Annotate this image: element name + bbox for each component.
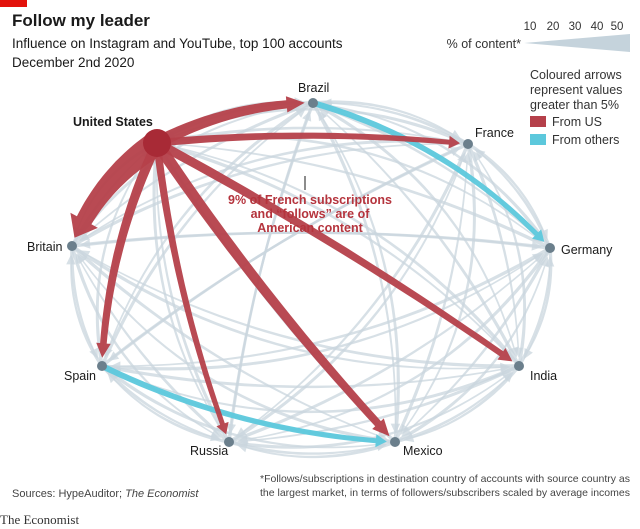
legend-swatch-others <box>530 134 546 145</box>
us-flow-united-states-to-india <box>154 138 513 362</box>
label-spain: Spain <box>64 369 96 383</box>
us-flow-united-states-to-britain <box>70 132 164 238</box>
node-britain <box>67 241 77 251</box>
sources: Sources: HypeAuditor; The Economist <box>12 488 199 500</box>
label-russia: Russia <box>190 444 228 458</box>
brand-red-tab <box>0 0 27 7</box>
scale-tick-40: 40 <box>591 21 604 33</box>
scale-tick-10: 10 <box>524 21 537 33</box>
legend-desc-2: represent values <box>530 83 622 97</box>
us-flow-united-states-to-brazil <box>154 96 305 149</box>
sources-economist: The Economist <box>125 488 199 500</box>
label-france: France <box>475 126 514 140</box>
minor-flow-france-to-united-states <box>165 108 469 146</box>
label-mexico: Mexico <box>403 444 443 458</box>
annotation-line-3: American content <box>257 221 363 235</box>
footnote: *Follows/subscriptions in destination co… <box>259 473 630 499</box>
others-flow-spain-to-mexico <box>100 363 387 448</box>
annotation-line-2: and “follows” are of <box>251 207 371 221</box>
us-flow-united-states-to-russia <box>153 142 229 435</box>
node-mexico <box>390 437 400 447</box>
node-russia <box>224 437 234 447</box>
label-britain: Britain <box>27 240 62 254</box>
scale-tick-20: 20 <box>547 21 560 33</box>
minor-flow-spain-to-india <box>101 364 511 389</box>
node-india <box>514 361 524 371</box>
legend-swatch-us <box>530 116 546 127</box>
label-united-states: United States <box>73 115 153 129</box>
minor-flow-france-to-india <box>466 143 523 358</box>
node-france <box>463 139 473 149</box>
legend-desc-3: greater than 5% <box>530 98 619 112</box>
us-flow-united-states-to-spain <box>96 140 162 358</box>
minor-flow-brazil-to-france <box>312 100 461 140</box>
sources-text: Sources: HypeAuditor; <box>12 488 126 500</box>
brand-logo: The Economist <box>0 512 80 527</box>
minor-flow-britain-to-spain <box>70 246 98 359</box>
minor-flow-india-to-france <box>473 151 527 367</box>
minor-flow-britain-to-india <box>71 244 511 373</box>
minor-flow-russia-to-mexico <box>228 440 387 455</box>
minor-flow-britain-to-germany <box>71 231 543 251</box>
node-spain <box>97 361 107 371</box>
scale-label: % of content* <box>447 37 521 51</box>
minor-flow-mexico-to-russia <box>237 440 396 459</box>
minor-flow-spain-to-germany <box>101 252 543 371</box>
scale-tick-50: 50 <box>611 21 624 33</box>
legend-label-us: From US <box>552 115 602 129</box>
us-flows <box>70 96 513 437</box>
minor-flow-france-to-brazil <box>321 98 469 146</box>
label-germany: Germany <box>561 243 613 257</box>
label-brazil: Brazil <box>298 81 329 95</box>
chart-subtitle: Influence on Instagram and YouTube, top … <box>12 36 343 51</box>
node-brazil <box>308 98 318 108</box>
others-flows <box>100 100 545 448</box>
chart-date: December 2nd 2020 <box>12 55 135 70</box>
scale-wedge <box>524 34 630 52</box>
us-flow-united-states-to-mexico <box>152 139 390 437</box>
legend-label-others: From others <box>552 133 619 147</box>
chart-title: Follow my leader <box>12 11 150 30</box>
label-india: India <box>530 369 557 383</box>
country-nodes <box>67 98 555 447</box>
us-flow-united-states-to-france <box>156 132 460 149</box>
scale-tick-30: 30 <box>569 21 582 33</box>
annotation-line-1: 9% of French subscriptions <box>228 193 392 207</box>
node-germany <box>545 243 555 253</box>
legend-desc-1: Coloured arrows <box>530 68 622 82</box>
node-united-states <box>143 129 171 157</box>
